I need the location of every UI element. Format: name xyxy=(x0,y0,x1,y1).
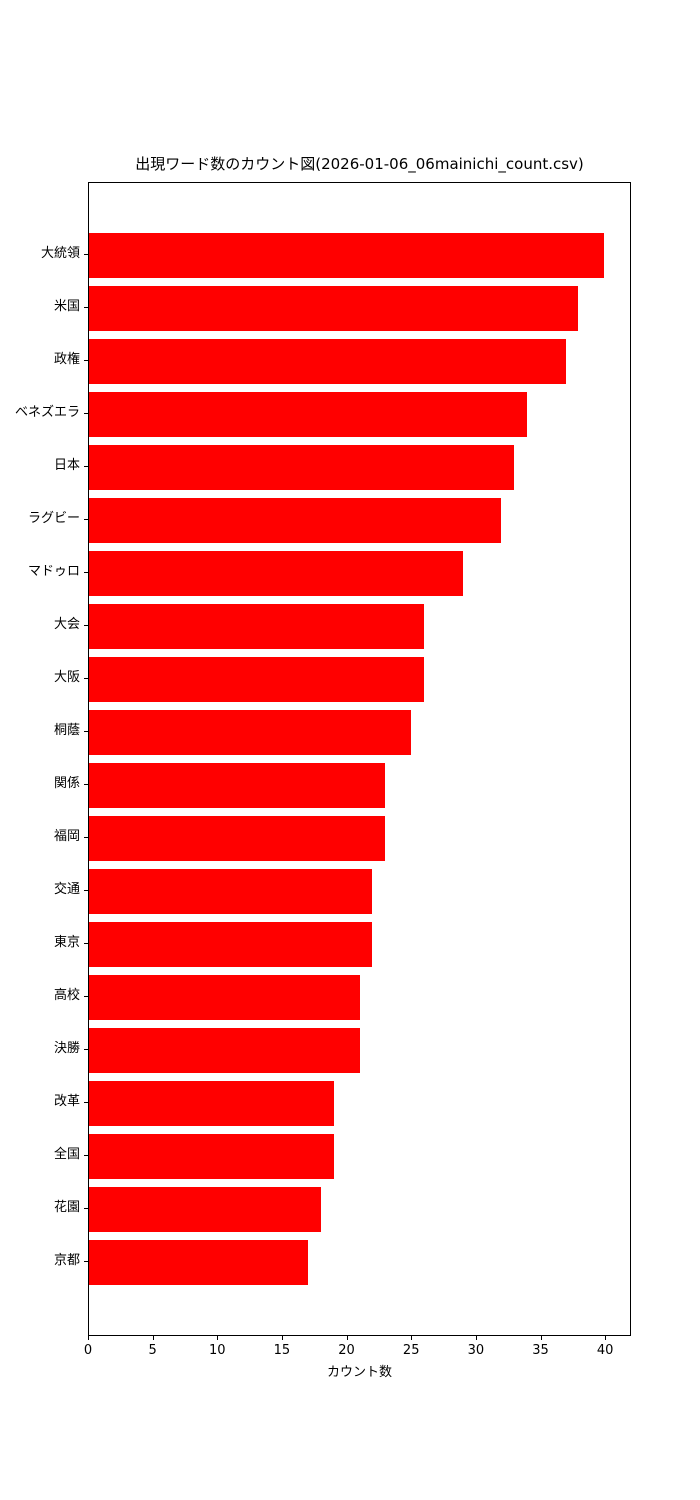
y-tick-mark xyxy=(84,890,88,891)
y-tick-label: マドゥロ xyxy=(27,564,80,579)
y-tick-label: 高校 xyxy=(53,988,80,1003)
bar xyxy=(89,1133,334,1179)
bar xyxy=(89,868,373,914)
y-tick-label: 改革 xyxy=(53,1094,80,1109)
plot-area xyxy=(88,182,631,1336)
bar xyxy=(89,232,605,278)
y-tick-label: 関係 xyxy=(53,776,80,791)
x-tick-label: 15 xyxy=(273,1343,291,1358)
y-tick-mark xyxy=(84,466,88,467)
y-tick-label: 福岡 xyxy=(53,829,80,844)
bar xyxy=(89,762,386,808)
x-tick-mark xyxy=(605,1336,607,1340)
y-tick-label: 京都 xyxy=(53,1253,80,1268)
x-tick-mark xyxy=(475,1336,477,1340)
bar xyxy=(89,1239,308,1285)
bar xyxy=(89,1186,321,1232)
y-tick-mark xyxy=(84,678,88,679)
x-tick-mark xyxy=(152,1336,154,1340)
y-tick-label: 大阪 xyxy=(53,670,80,685)
y-tick-mark xyxy=(84,1155,88,1156)
y-tick-mark xyxy=(84,837,88,838)
y-tick-label: 東京 xyxy=(53,935,80,950)
x-tick-mark xyxy=(540,1336,542,1340)
bar xyxy=(89,656,424,702)
bar xyxy=(89,1027,360,1073)
x-tick-label: 20 xyxy=(338,1343,355,1358)
x-axis-label: カウント数 xyxy=(326,1365,392,1380)
y-tick-mark xyxy=(84,943,88,944)
y-tick-mark xyxy=(84,625,88,626)
x-tick-label: 5 xyxy=(148,1343,157,1358)
chart-title: 出現ワード数のカウント図(2026-01-06_06mainichi_count… xyxy=(135,155,584,173)
y-tick-label: 日本 xyxy=(53,458,80,473)
x-tick-mark xyxy=(88,1336,89,1340)
y-tick-mark xyxy=(84,254,88,255)
y-tick-mark xyxy=(84,519,88,520)
y-tick-mark xyxy=(84,1102,88,1103)
bar xyxy=(89,603,424,649)
y-tick-mark xyxy=(84,307,88,308)
y-tick-mark xyxy=(84,1049,88,1050)
bar xyxy=(89,974,360,1020)
bar xyxy=(89,815,386,861)
x-tick-label: 10 xyxy=(209,1343,226,1358)
bar xyxy=(89,444,515,490)
y-tick-label: ラグビー xyxy=(27,511,80,526)
bar xyxy=(89,1080,334,1126)
bar xyxy=(89,285,579,331)
x-tick-mark xyxy=(346,1336,348,1340)
bar xyxy=(89,921,373,967)
y-tick-mark xyxy=(84,413,88,414)
y-tick-label: 全国 xyxy=(53,1147,80,1162)
y-tick-mark xyxy=(84,1261,88,1262)
y-tick-label: ベネズエラ xyxy=(14,405,80,420)
y-tick-label: 桐蔭 xyxy=(53,723,80,738)
y-tick-mark xyxy=(84,572,88,573)
x-tick-label: 30 xyxy=(467,1343,485,1358)
y-tick-label: 決勝 xyxy=(53,1041,80,1056)
y-tick-label: 交通 xyxy=(53,882,80,897)
bar xyxy=(89,338,566,384)
y-tick-label: 政権 xyxy=(53,352,80,367)
y-tick-mark xyxy=(84,996,88,997)
y-tick-label: 花園 xyxy=(53,1200,80,1215)
x-tick-label: 40 xyxy=(596,1343,614,1358)
y-tick-mark xyxy=(84,360,88,361)
y-tick-label: 大統領 xyxy=(40,246,80,261)
bar xyxy=(89,391,527,437)
x-tick-mark xyxy=(281,1336,283,1340)
x-tick-label: 35 xyxy=(532,1343,549,1358)
bar xyxy=(89,550,463,596)
y-tick-mark xyxy=(84,1208,88,1209)
y-tick-label: 米国 xyxy=(53,299,80,314)
y-tick-mark xyxy=(84,784,88,785)
bar xyxy=(89,709,412,755)
bar xyxy=(89,497,502,543)
y-tick-mark xyxy=(84,731,88,732)
x-tick-label: 0 xyxy=(83,1343,93,1358)
y-tick-label: 大会 xyxy=(53,617,80,632)
x-tick-mark xyxy=(411,1336,413,1340)
x-tick-label: 25 xyxy=(402,1343,420,1358)
x-tick-mark xyxy=(217,1336,219,1340)
